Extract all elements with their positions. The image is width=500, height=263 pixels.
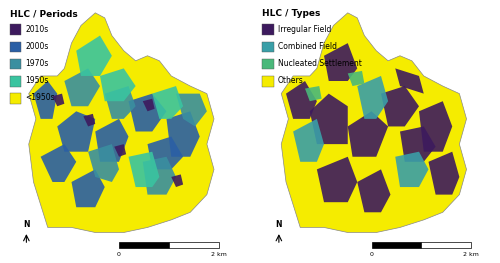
Text: N: N bbox=[23, 220, 30, 229]
Text: N: N bbox=[276, 220, 282, 229]
Polygon shape bbox=[286, 81, 317, 119]
Polygon shape bbox=[324, 43, 357, 81]
Text: 2010s: 2010s bbox=[25, 25, 48, 34]
Polygon shape bbox=[148, 136, 183, 169]
Polygon shape bbox=[84, 114, 95, 127]
Text: Others: Others bbox=[278, 76, 303, 85]
Polygon shape bbox=[357, 169, 390, 212]
Polygon shape bbox=[29, 13, 214, 232]
Polygon shape bbox=[128, 94, 166, 132]
Polygon shape bbox=[176, 94, 207, 127]
Polygon shape bbox=[428, 152, 460, 195]
Polygon shape bbox=[310, 94, 348, 144]
FancyBboxPatch shape bbox=[119, 242, 169, 248]
Polygon shape bbox=[317, 157, 357, 202]
Polygon shape bbox=[57, 111, 95, 152]
Text: <1950s: <1950s bbox=[25, 93, 55, 102]
Polygon shape bbox=[357, 76, 388, 119]
Text: 2 km: 2 km bbox=[211, 252, 226, 257]
FancyBboxPatch shape bbox=[262, 24, 274, 35]
Text: HLC / Types: HLC / Types bbox=[262, 9, 320, 18]
FancyBboxPatch shape bbox=[262, 76, 274, 87]
FancyBboxPatch shape bbox=[422, 242, 471, 248]
Polygon shape bbox=[166, 111, 200, 157]
Text: HLC / Periods: HLC / Periods bbox=[10, 9, 78, 18]
Polygon shape bbox=[395, 152, 428, 187]
Text: 0: 0 bbox=[370, 252, 374, 257]
FancyBboxPatch shape bbox=[262, 42, 274, 52]
Text: 1970s: 1970s bbox=[25, 59, 48, 68]
Polygon shape bbox=[348, 111, 388, 157]
FancyBboxPatch shape bbox=[372, 242, 422, 248]
Polygon shape bbox=[52, 94, 64, 106]
Polygon shape bbox=[143, 99, 154, 111]
Polygon shape bbox=[40, 144, 76, 182]
FancyBboxPatch shape bbox=[10, 93, 21, 104]
FancyBboxPatch shape bbox=[169, 242, 218, 248]
Polygon shape bbox=[171, 174, 183, 187]
Text: Irregular Field: Irregular Field bbox=[278, 25, 331, 34]
Polygon shape bbox=[293, 119, 324, 162]
Text: 2000s: 2000s bbox=[25, 42, 48, 51]
Polygon shape bbox=[395, 68, 424, 94]
Polygon shape bbox=[88, 144, 119, 182]
Text: Combined Field: Combined Field bbox=[278, 42, 336, 51]
Polygon shape bbox=[114, 144, 126, 157]
FancyBboxPatch shape bbox=[10, 59, 21, 69]
Text: 1950s: 1950s bbox=[25, 76, 48, 85]
Polygon shape bbox=[305, 86, 322, 101]
Polygon shape bbox=[72, 169, 105, 207]
Polygon shape bbox=[419, 101, 452, 152]
FancyBboxPatch shape bbox=[10, 24, 21, 35]
Polygon shape bbox=[128, 152, 160, 187]
Text: 2 km: 2 km bbox=[464, 252, 479, 257]
Polygon shape bbox=[348, 71, 364, 86]
FancyBboxPatch shape bbox=[262, 59, 274, 69]
Polygon shape bbox=[381, 86, 419, 127]
Polygon shape bbox=[281, 13, 466, 232]
FancyBboxPatch shape bbox=[10, 42, 21, 52]
Polygon shape bbox=[152, 86, 183, 119]
Polygon shape bbox=[76, 36, 112, 76]
Polygon shape bbox=[100, 68, 136, 101]
Text: Nucleated Settlement: Nucleated Settlement bbox=[278, 59, 361, 68]
Polygon shape bbox=[95, 119, 128, 162]
Polygon shape bbox=[34, 81, 57, 119]
FancyBboxPatch shape bbox=[10, 76, 21, 87]
Text: 0: 0 bbox=[117, 252, 121, 257]
Polygon shape bbox=[400, 127, 436, 162]
Polygon shape bbox=[64, 68, 100, 106]
Polygon shape bbox=[143, 157, 176, 195]
Polygon shape bbox=[105, 86, 136, 119]
